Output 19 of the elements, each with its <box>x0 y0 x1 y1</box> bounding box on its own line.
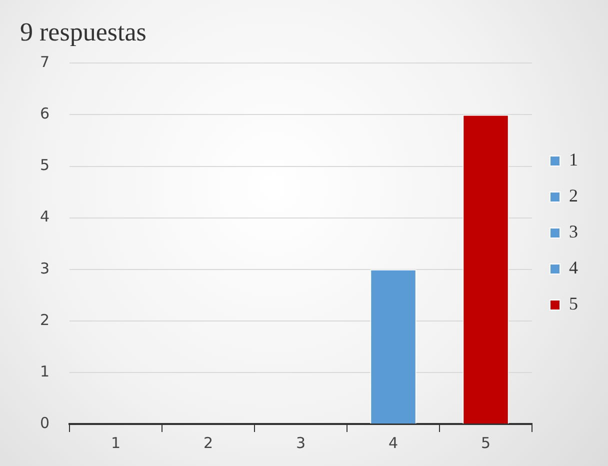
x-tick-label: 1 <box>111 434 121 452</box>
legend-label: 3 <box>569 222 578 242</box>
y-tick-label: 4 <box>40 208 50 226</box>
legend-label: 1 <box>569 150 578 170</box>
legend-label: 2 <box>569 186 578 206</box>
y-tick-label: 5 <box>40 156 50 174</box>
chart-title: 9 respuestas <box>20 17 146 46</box>
x-tick-label: 3 <box>296 434 306 452</box>
legend-label: 4 <box>569 258 578 278</box>
x-tick-label: 2 <box>204 434 214 452</box>
y-tick-label: 0 <box>40 414 50 432</box>
y-tick-label: 7 <box>40 53 50 72</box>
y-tick-label: 3 <box>40 259 50 278</box>
legend-label: 5 <box>569 294 578 314</box>
y-tick-label: 1 <box>40 362 50 380</box>
x-tick-label: 5 <box>480 434 491 452</box>
x-tick-label: 4 <box>388 434 398 452</box>
y-tick-label: 6 <box>40 104 50 123</box>
y-tick-label: 2 <box>40 310 50 329</box>
